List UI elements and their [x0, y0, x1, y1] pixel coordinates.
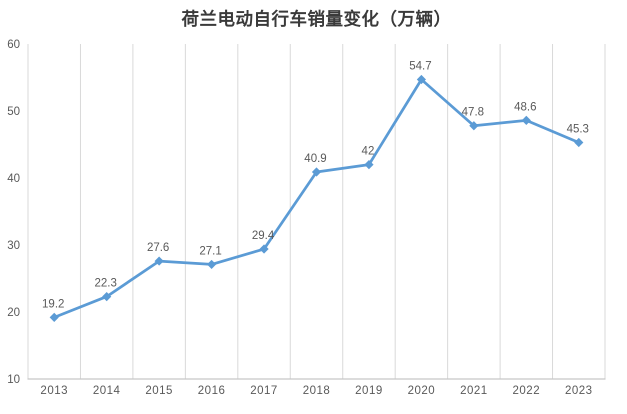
chart-title: 荷兰电动自行车销量变化（万辆）: [181, 9, 452, 29]
data-point-marker: [206, 259, 217, 270]
data-point-marker: [259, 244, 269, 254]
x-tick-label: 2018: [303, 385, 331, 397]
data-point-marker: [364, 160, 374, 170]
data-point-marker: [574, 137, 584, 148]
x-tick-label: 2022: [513, 385, 541, 397]
data-point-label: 48.6: [514, 101, 536, 113]
y-tick-label: 30: [7, 240, 20, 252]
data-point-marker: [521, 115, 531, 125]
data-point-marker: [154, 256, 164, 266]
data-point-marker: [311, 167, 322, 177]
x-tick-label: 2021: [460, 385, 488, 397]
x-tick-label: 2015: [145, 385, 173, 397]
data-point-label: 29.4: [252, 230, 275, 242]
data-point-label: 27.6: [147, 242, 169, 254]
x-tick-label: 2013: [40, 385, 68, 397]
x-tick-label: 2020: [408, 385, 436, 397]
data-point-label: 22.3: [94, 278, 116, 290]
data-point-marker: [416, 74, 427, 85]
x-tick-label: 2017: [250, 385, 278, 397]
x-tick-label: 2023: [565, 385, 593, 397]
data-point-label: 54.7: [409, 61, 431, 73]
x-tick-label: 2016: [198, 385, 226, 397]
data-point-label: 40.9: [304, 153, 326, 165]
data-point-label: 27.1: [199, 245, 221, 257]
data-point-label: 45.3: [567, 123, 589, 135]
data-point-label: 19.2: [42, 298, 64, 310]
data-point-label: 47.8: [462, 107, 484, 119]
y-tick-label: 20: [7, 307, 20, 319]
data-point-marker: [102, 291, 112, 302]
y-tick-label: 40: [7, 173, 20, 185]
x-tick-label: 2014: [93, 385, 121, 397]
data-point-marker: [469, 121, 479, 131]
y-tick-label: 10: [7, 374, 20, 386]
data-point-marker: [49, 312, 59, 322]
y-tick-label: 50: [7, 106, 20, 118]
x-tick-label: 2019: [355, 385, 383, 397]
data-point-label: 42: [362, 146, 375, 158]
y-tick-label: 60: [7, 39, 20, 51]
